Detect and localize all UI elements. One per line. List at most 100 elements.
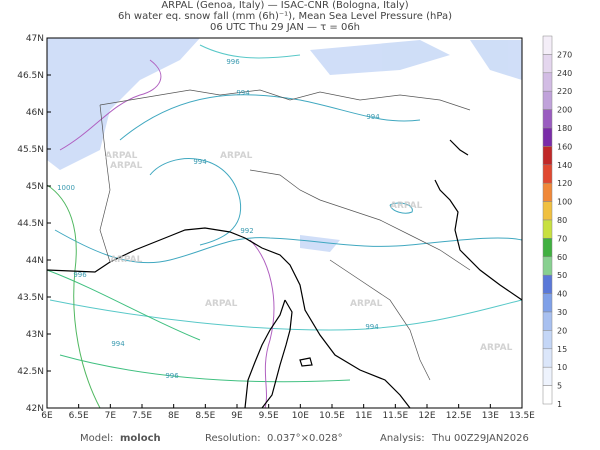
pressure-contours <box>46 44 523 409</box>
contour-label: 996 <box>226 58 240 66</box>
lon-tick-label: 13.5E <box>509 411 535 421</box>
colorbar-label: 5 <box>557 382 562 391</box>
lat-tick-label: 43N <box>26 330 44 340</box>
lat-tick-label: 46N <box>26 108 44 118</box>
contour-label: 994 <box>365 323 379 331</box>
watermark: ARPAL <box>480 343 513 353</box>
footer-value: moloch <box>120 433 161 444</box>
colorbar-segment <box>542 90 553 110</box>
footer-value: Thu 00Z29JAN2026 <box>431 433 529 444</box>
contour-label: 992 <box>240 227 253 235</box>
lon-tick-label: 10E <box>292 411 309 421</box>
colorbar-segment <box>542 127 553 147</box>
colorbar-segment <box>542 201 553 221</box>
colorbar-label: 50 <box>557 271 567 280</box>
colorbar-segment <box>542 256 553 276</box>
colorbar-segment <box>542 146 553 166</box>
colorbar-label: 240 <box>557 69 572 78</box>
map-background <box>47 38 522 408</box>
lon-tick-label: 10.5E <box>319 411 345 421</box>
watermark: ARPAL <box>205 299 238 309</box>
watermark: ARPAL <box>390 201 423 211</box>
lon-tick-label: 11E <box>355 411 372 421</box>
map-area <box>46 37 523 409</box>
contour-label: 996 <box>73 271 87 279</box>
lon-tick-label: 13E <box>482 411 499 421</box>
colorbar-segment <box>542 293 553 313</box>
lon-tick-label: 7E <box>105 411 117 421</box>
watermark: ARPAL <box>220 151 253 161</box>
colorbar-label: 100 <box>557 198 572 207</box>
lat-tick-label: 47N <box>26 34 44 44</box>
colorbar-label: 160 <box>557 142 572 151</box>
colorbar-label: 80 <box>557 216 567 225</box>
lon-tick-label: 8E <box>168 411 180 421</box>
contour-label: 994 <box>236 89 250 97</box>
colorbar-label: 140 <box>557 161 572 170</box>
contour-label: 1000 <box>57 184 75 192</box>
colorbar-label: 270 <box>557 50 572 59</box>
colorbar-label: 15 <box>557 345 567 354</box>
contour-label: 994 <box>366 113 380 121</box>
lon-tick-label: 12E <box>418 411 435 421</box>
colorbar-label: 30 <box>557 308 567 317</box>
colorbar-segment <box>542 109 553 129</box>
lat-tick-label: 42.5N <box>17 367 44 377</box>
title-line: 06 UTC Thu 29 JAN — τ = 06h <box>210 22 360 33</box>
watermark: ARPAL <box>110 255 143 265</box>
coastlines <box>46 139 523 409</box>
footer-label: Model: <box>80 433 113 444</box>
colorbar-segment <box>542 219 553 239</box>
borders <box>99 89 471 381</box>
colorbar-segment <box>542 366 553 386</box>
colorbar-label: 10 <box>557 363 567 372</box>
colorbar-label: 60 <box>557 253 567 262</box>
lon-tick-label: 6.5E <box>69 411 89 421</box>
lon-tick-label: 11.5E <box>382 411 408 421</box>
lat-tick-label: 45N <box>26 182 44 192</box>
watermark: ARPAL <box>350 299 383 309</box>
colorbar-segment <box>542 311 553 331</box>
lat-tick-label: 43.5N <box>17 293 44 303</box>
lon-tick-label: 7.5E <box>132 411 152 421</box>
colorbar-label: 20 <box>557 326 567 335</box>
lat-tick-label: 44N <box>26 256 44 266</box>
colorbar-segment <box>542 35 553 55</box>
colorbar-segment <box>542 164 553 184</box>
title-line: ARPAL (Genoa, Italy) — ISAC-CNR (Bologna… <box>161 0 408 11</box>
colorbar-label: 220 <box>557 87 572 96</box>
colorbar-segment <box>542 385 553 405</box>
title-line: 6h water eq. snow fall (mm (6h)⁻¹), Mean… <box>118 11 452 22</box>
colorbar-label: 180 <box>557 124 572 133</box>
lon-tick-label: 9.5E <box>259 411 279 421</box>
lat-tick-label: 45.5N <box>17 145 44 155</box>
lat-tick-label: 46.5N <box>17 71 44 81</box>
lon-tick-label: 9E <box>231 411 243 421</box>
colorbar-segment <box>542 182 553 202</box>
colorbar-label: 40 <box>557 290 567 299</box>
lat-tick-label: 42N <box>26 404 44 414</box>
colorbar-segment <box>542 72 553 92</box>
lat-tick-label: 44.5N <box>17 219 44 229</box>
colorbar-label: 70 <box>557 234 567 243</box>
lon-tick-label: 12.5E <box>446 411 472 421</box>
footer-label: Resolution: <box>205 433 261 444</box>
colorbar-segment <box>542 274 553 294</box>
contour-label: 996 <box>165 372 179 380</box>
colorbar-segment <box>542 348 553 368</box>
colorbar-segment <box>542 54 553 74</box>
colorbar-label: 120 <box>557 179 572 188</box>
footer-label: Analysis: <box>380 433 425 444</box>
watermark: ARPAL <box>110 161 143 171</box>
snow-areas <box>47 38 522 252</box>
colorbar-segment <box>542 330 553 350</box>
contour-label: 994 <box>193 158 207 166</box>
watermark: ARPAL <box>105 151 138 161</box>
colorbar-label: 200 <box>557 106 572 115</box>
footer-value: 0.037°×0.028° <box>267 433 343 444</box>
lon-tick-label: 8.5E <box>195 411 215 421</box>
colorbar-segment <box>542 238 553 258</box>
colorbar-label: 1 <box>557 400 562 409</box>
